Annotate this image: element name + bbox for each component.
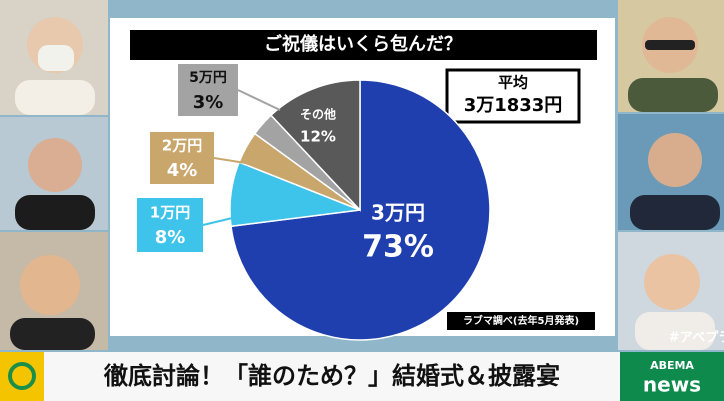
banner-text: 徹底討論！「誰のため？」結婚式＆披露宴 (103, 362, 560, 390)
pie: 3万円 73% 1万円 8% 2万円 4% 5万円 3% その他 12% (137, 64, 491, 341)
guest-mask (38, 45, 74, 71)
hashtag: #アベプラ (669, 331, 724, 346)
guest-body (628, 78, 718, 112)
guest-body (630, 195, 720, 230)
source-bg (447, 312, 595, 330)
banner (0, 352, 620, 401)
slice-name: その他 (300, 107, 336, 122)
logo-top: ABEMA (650, 359, 694, 372)
pie-slice (269, 79, 361, 212)
slice-value: 8% (155, 227, 186, 248)
slice-name: 3万円 (371, 201, 425, 225)
slice-value: 12% (300, 128, 336, 146)
banner-icon (0, 352, 44, 401)
guest-glasses (645, 40, 695, 50)
guest-face (28, 138, 82, 192)
guest-body (635, 312, 715, 350)
banner-icon-arrows (8, 362, 36, 390)
label-box (178, 64, 238, 116)
chart-title: ご祝儀はいくら包んだ？ (264, 33, 462, 55)
slice-name: 1万円 (150, 204, 190, 222)
logo (620, 352, 724, 401)
source: ラブマ調べ(去年5月発表) (463, 314, 579, 327)
average-label: 平均 (498, 74, 528, 92)
average-box (445, 68, 581, 124)
guest-face (644, 254, 700, 310)
slice-value: 73% (362, 230, 434, 265)
guest-face (20, 255, 80, 315)
leader-line (213, 157, 259, 166)
slice-name: 2万円 (162, 137, 202, 155)
guest-body (10, 318, 95, 350)
guest-body (15, 195, 95, 230)
label-box (137, 198, 203, 252)
logo-bottom: news (643, 373, 701, 397)
right-guests: #アベプラ (618, 0, 724, 350)
guest-body (15, 80, 95, 115)
leader-line (202, 214, 246, 226)
average-value: 3万1833円 (464, 95, 563, 116)
title-bar (130, 30, 597, 60)
guest-face (648, 133, 702, 187)
slice-value: 4% (167, 160, 198, 181)
label-box (150, 132, 214, 184)
slice-value: 3% (193, 92, 224, 113)
slice-name: 5万円 (189, 70, 227, 86)
leader-line (237, 89, 281, 111)
left-guests (0, 0, 108, 350)
